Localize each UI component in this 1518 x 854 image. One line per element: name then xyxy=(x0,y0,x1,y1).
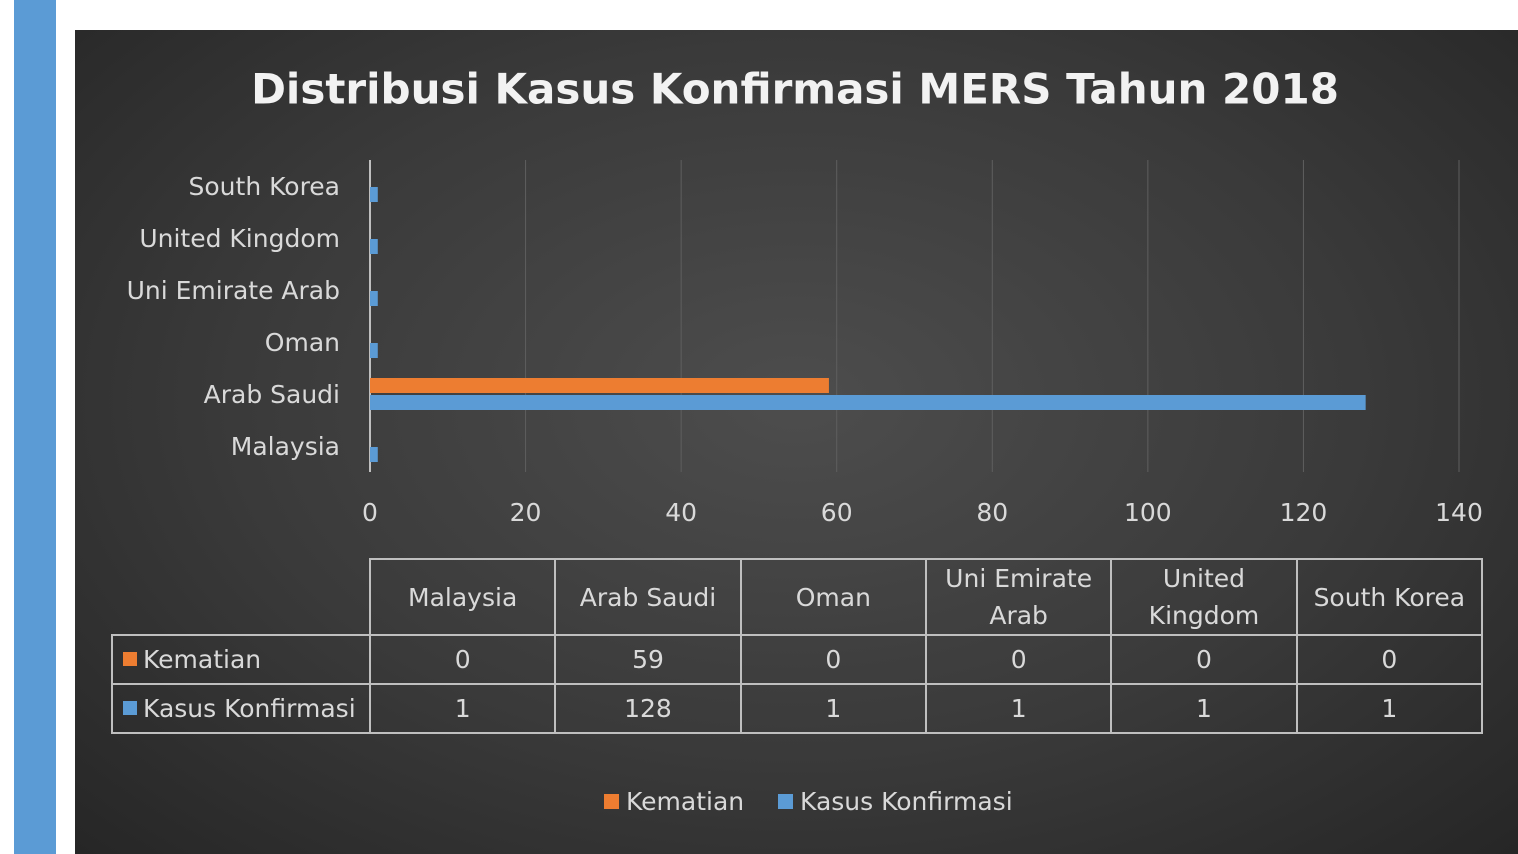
legend-key xyxy=(123,701,137,715)
legend-swatch xyxy=(778,794,793,809)
table-header-row: Malaysia Arab Saudi Oman Uni Emirate Arab Un… xyxy=(112,558,1483,636)
series-name: Kematian xyxy=(143,645,262,674)
legend-label: Kematian xyxy=(626,787,744,816)
table-header-text: Malaysia xyxy=(408,582,518,612)
table-cell: 1 xyxy=(924,683,1113,734)
x-tick-label: 0 xyxy=(362,498,378,527)
table-cell: 0 xyxy=(368,634,557,685)
table-header-text: Arab Saudi xyxy=(579,582,717,612)
table-row: Kematian 0 59 0 0 0 0 xyxy=(111,634,1483,685)
legend-key xyxy=(123,652,137,666)
table-header: Uni Emirate Arab xyxy=(924,558,1113,636)
x-tick-label: 140 xyxy=(1435,498,1483,527)
legend-swatch xyxy=(604,794,619,809)
bar xyxy=(370,343,378,358)
table-cell: 1 xyxy=(368,683,557,734)
table-corner xyxy=(112,559,371,636)
table-header: United Kingdom xyxy=(1110,558,1298,636)
table-header-text: Uni Emirate Arab xyxy=(945,564,1093,630)
y-tick-label: South Korea xyxy=(189,172,340,201)
y-tick-label: Oman xyxy=(265,328,340,357)
table-cell: 0 xyxy=(1295,634,1483,685)
bar xyxy=(370,187,378,202)
chart-title: Distribusi Kasus Konfirmasi MERS Tahun 2… xyxy=(251,65,1339,114)
x-tick-label: 80 xyxy=(976,498,1008,527)
x-tick-label: 100 xyxy=(1124,498,1172,527)
data-table: Malaysia Arab Saudi Oman Uni Emirate Arab Un… xyxy=(111,558,1483,734)
table-cell: 1 xyxy=(1110,683,1298,734)
table-header-text: South Korea xyxy=(1313,582,1466,612)
table-header: Oman xyxy=(739,558,927,636)
bar xyxy=(370,378,829,393)
x-tick-label: 40 xyxy=(665,498,697,527)
y-tick-label: Arab Saudi xyxy=(204,380,340,409)
table-cell: 1 xyxy=(739,683,927,734)
series-name: Kasus Konfirmasi xyxy=(143,694,356,723)
table-cell: 1 xyxy=(1295,683,1483,734)
table-cell: 0 xyxy=(1110,634,1298,685)
legend-label: Kasus Konfirmasi xyxy=(800,787,1013,816)
x-tick-label: 60 xyxy=(821,498,853,527)
bar xyxy=(370,447,378,462)
table-header-text: United Kingdom xyxy=(1148,564,1260,630)
y-tick-label: Uni Emirate Arab xyxy=(127,276,340,305)
table-row-label: Kematian xyxy=(111,634,371,685)
table-header-text: Oman xyxy=(795,582,871,612)
bar xyxy=(370,239,378,254)
table-cell: 59 xyxy=(554,634,742,685)
table-cell: 128 xyxy=(554,683,742,734)
table-cell: 0 xyxy=(924,634,1113,685)
table-cell: 0 xyxy=(739,634,927,685)
table-header: Arab Saudi xyxy=(554,558,742,636)
table-row-label: Kasus Konfirmasi xyxy=(111,683,371,734)
table-row: Kasus Konfirmasi 1 128 1 1 1 1 xyxy=(111,683,1483,734)
y-tick-label: United Kingdom xyxy=(139,224,340,253)
bar xyxy=(370,395,1366,410)
side-strip xyxy=(14,0,56,854)
x-tick-label: 20 xyxy=(510,498,542,527)
x-tick-label: 120 xyxy=(1280,498,1328,527)
bar xyxy=(370,291,378,306)
table-header: South Korea xyxy=(1295,558,1483,636)
table-header: Malaysia xyxy=(368,558,557,636)
y-tick-label: Malaysia xyxy=(231,432,340,461)
